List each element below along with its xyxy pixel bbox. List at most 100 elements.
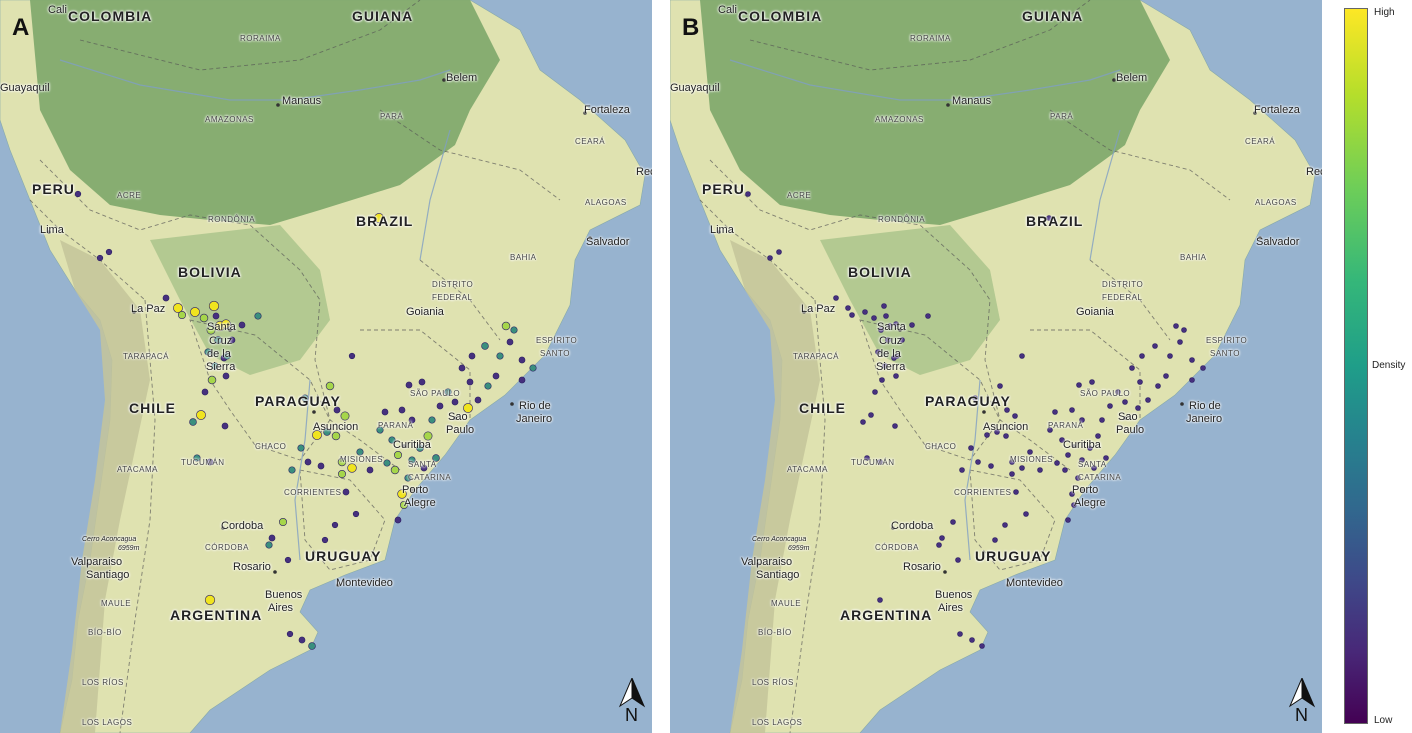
city-label: Aires	[268, 602, 294, 614]
region-label: AMAZONAS	[875, 115, 924, 124]
city-label: Lima	[710, 224, 734, 236]
region-label: CEARÁ	[1245, 137, 1276, 146]
occurrence-point	[1129, 365, 1135, 371]
occurrence-point	[1091, 465, 1097, 471]
political-border	[119, 299, 156, 733]
occurrence-point	[496, 352, 504, 360]
occurrence-point	[1145, 397, 1151, 403]
city-marker	[756, 562, 760, 566]
country-label: BOLIVIA	[848, 264, 912, 280]
region-label: DISTRITO	[432, 280, 474, 289]
occurrence-point	[189, 418, 197, 426]
country-label: ARGENTINA	[840, 607, 933, 623]
occurrence-point	[342, 488, 350, 496]
occurrence-point	[331, 521, 339, 529]
occurrence-point	[1189, 357, 1195, 363]
political-border	[189, 319, 331, 461]
region-label: BAHIA	[1180, 253, 1207, 262]
occurrence-point	[1009, 471, 1015, 477]
occurrence-point	[518, 356, 526, 364]
occurrence-point	[221, 422, 229, 430]
country-label: ARGENTINA	[170, 607, 263, 623]
occurrence-point	[278, 517, 287, 526]
occurrence-point	[872, 389, 878, 395]
occurrence-point	[312, 430, 322, 440]
city-label: Paulo	[1116, 424, 1145, 436]
occurrence-point	[416, 444, 424, 452]
occurrence-point	[1173, 323, 1179, 329]
political-border	[859, 319, 1001, 461]
occurrence-point	[214, 336, 222, 344]
occurrence-point	[881, 303, 887, 309]
region-label: RORAIMA	[240, 34, 281, 43]
occurrence-point	[352, 510, 360, 518]
occurrence-point	[207, 375, 217, 385]
river	[1089, 129, 1121, 261]
occurrence-point	[1095, 433, 1101, 439]
city-label: Asuncion	[983, 421, 1029, 433]
city-label: Montevideo	[336, 577, 393, 589]
region-label: RORAIMA	[910, 34, 951, 43]
political-border	[709, 159, 1071, 471]
occurrence-point	[1087, 445, 1093, 451]
amazon-forest	[30, 0, 500, 225]
region-label: SÃO PAULO	[1080, 389, 1131, 398]
occurrence-point	[992, 537, 998, 543]
occurrence-point	[366, 466, 374, 474]
occurrence-point	[451, 398, 459, 406]
occurrence-point	[1079, 457, 1085, 463]
occurrence-point	[376, 426, 384, 434]
city-label: Valparaiso	[71, 556, 123, 568]
city-marker	[982, 410, 986, 414]
region-label: ESPÍRITO	[536, 336, 578, 345]
city-label: Cruz	[879, 335, 903, 347]
city-label: de la	[207, 348, 231, 360]
political-border	[1089, 259, 1171, 341]
occurrence-point	[298, 636, 306, 644]
legend-low-label: Low	[1374, 715, 1393, 726]
region-label: LOS LAGOS	[752, 718, 803, 727]
city-label: Rio de	[519, 400, 551, 412]
city-label: Cali	[48, 4, 67, 16]
city-marker	[898, 328, 902, 332]
region-label: PARÁ	[1050, 112, 1074, 121]
basemap-svg	[670, 0, 1322, 733]
occurrence-point	[268, 534, 276, 542]
occurrence-point	[776, 249, 782, 255]
north-arrow-icon: N	[612, 678, 652, 728]
occurrence-point	[265, 541, 273, 549]
occurrence-point	[222, 372, 230, 380]
occurrence-point	[887, 323, 893, 329]
region-label: CORRIENTES	[284, 488, 342, 497]
country-label: PARAGUAY	[925, 393, 1011, 409]
city-label: Porto	[402, 484, 429, 496]
basemap-svg	[0, 0, 652, 733]
occurrence-point	[1069, 491, 1075, 497]
city-label: Janeiro	[516, 413, 553, 425]
city-label: de la	[877, 348, 901, 360]
occurrence-point	[1065, 452, 1071, 458]
occurrence-point	[510, 326, 518, 334]
occurrence-point	[849, 312, 855, 318]
occurrence-point	[1013, 489, 1019, 495]
occurrence-point	[356, 448, 364, 456]
occurrence-point	[979, 643, 985, 649]
occurrence-point	[1155, 383, 1161, 389]
peak-label: Cerro Aconcagua	[82, 536, 137, 543]
north-arrow-icon: N	[1282, 678, 1322, 728]
occurrence-point	[1152, 343, 1158, 349]
legend-colorbar	[1344, 8, 1368, 724]
occurrence-point	[955, 557, 961, 563]
occurrence-point	[420, 464, 428, 472]
city-label: Guayaquil	[0, 82, 50, 94]
occurrence-point	[1047, 427, 1053, 433]
occurrence-point	[221, 319, 231, 329]
map-panel-a: COLOMBIA GUIANA PERU BRAZIL BOLIVIA PARAGUAY C…	[0, 0, 652, 733]
occurrence-point	[877, 597, 883, 603]
occurrence-point	[173, 303, 183, 313]
occurrence-point	[381, 408, 389, 416]
city-label: Cordoba	[221, 520, 264, 532]
occurrence-point	[458, 364, 466, 372]
city-label: Alegre	[404, 497, 436, 509]
occurrence-point	[308, 642, 316, 650]
